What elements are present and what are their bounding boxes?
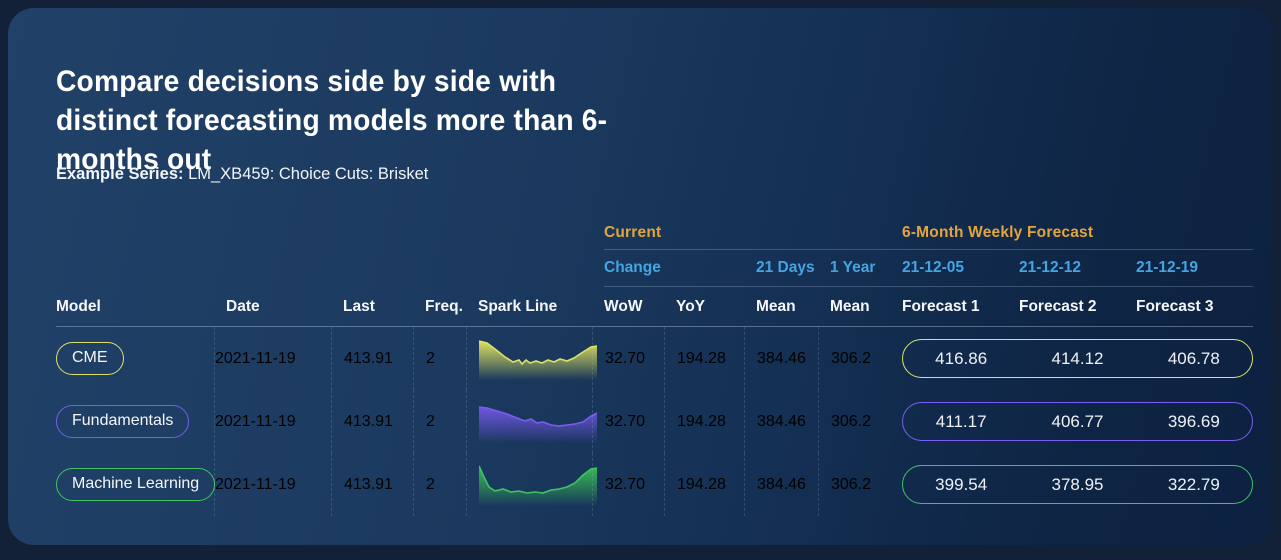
model-cell: Fundamentals: [56, 390, 226, 453]
sub-header-spacer: [56, 250, 604, 287]
group-header-spacer: [56, 216, 604, 250]
sparkline-cell: [466, 453, 604, 516]
forecast-1-value: 399.54: [935, 474, 988, 494]
sparkline-cell: [466, 390, 604, 453]
col-header-mean-1y: Mean: [830, 287, 902, 327]
sub-header-date-1: 21-12-05: [902, 250, 1019, 287]
forecast-pill: 411.17 406.77 396.69: [902, 402, 1253, 441]
wow-cell: 32.70: [592, 390, 676, 453]
col-header-spark-line: Spark Line: [478, 287, 604, 327]
forecast-3-value: 322.79: [1167, 474, 1220, 494]
sub-header-date-3: 21-12-19: [1136, 250, 1253, 287]
sparkline-chart: [478, 401, 598, 443]
freq-cell: 2: [413, 453, 478, 516]
forecast-1-value: 416.86: [935, 348, 988, 368]
mean-1y-cell: 306.2: [818, 327, 902, 390]
col-header-forecast-1: Forecast 1: [902, 287, 1019, 327]
col-header-mean-21d: Mean: [756, 287, 830, 327]
col-header-wow: WoW: [604, 287, 676, 327]
col-header-yoy: YoY: [676, 287, 756, 327]
example-series-label: Example Series:: [56, 165, 184, 183]
freq-cell: 2: [413, 327, 478, 390]
col-header-last: Last: [343, 287, 425, 327]
mean-21d-cell: 384.46: [744, 327, 830, 390]
mean-21d-cell: 384.46: [744, 453, 830, 516]
yoy-cell: 194.28: [664, 390, 756, 453]
sparkline-chart: [478, 338, 598, 380]
col-header-freq: Freq.: [425, 287, 478, 327]
col-header-forecast-3: Forecast 3: [1136, 287, 1253, 327]
yoy-cell: 194.28: [664, 453, 756, 516]
forecast-pill: 416.86 414.12 406.78: [902, 339, 1253, 378]
example-series-value: LM_XB459: Choice Cuts: Brisket: [183, 165, 429, 183]
wow-cell: 32.70: [592, 453, 676, 516]
model-pill[interactable]: CME: [56, 342, 124, 375]
date-cell: 2021-11-19: [214, 453, 343, 516]
forecast-1-value: 411.17: [935, 411, 987, 431]
mean-1y-cell: 306.2: [818, 390, 902, 453]
model-pill[interactable]: Fundamentals: [56, 405, 190, 438]
comparison-card: Compare decisions side by side with dist…: [8, 8, 1272, 545]
model-cell: Machine Learning: [56, 453, 226, 516]
last-cell: 413.91: [331, 327, 425, 390]
sub-header-change: Change: [604, 250, 756, 287]
forecast-2-value: 414.12: [1051, 348, 1104, 368]
model-cell: CME: [56, 327, 226, 390]
sub-header-1-year: 1 Year: [830, 250, 902, 287]
forecast-2-value: 378.95: [1051, 474, 1104, 494]
freq-cell: 2: [413, 390, 478, 453]
sparkline-chart: [478, 464, 598, 506]
model-pill[interactable]: Machine Learning: [56, 468, 216, 501]
forecast-3-value: 406.78: [1167, 348, 1220, 368]
forecast-2-value: 406.77: [1051, 411, 1104, 431]
wow-cell: 32.70: [592, 327, 676, 390]
sub-header-date-2: 21-12-12: [1019, 250, 1136, 287]
sub-header-21-days: 21 Days: [756, 250, 830, 287]
sparkline-cell: [466, 327, 604, 390]
col-header-date: Date: [226, 287, 343, 327]
example-series: Example Series: LM_XB459: Choice Cuts: B…: [56, 165, 428, 184]
forecast-3-value: 396.69: [1167, 411, 1220, 431]
group-header-current: Current: [604, 216, 902, 250]
group-header-forecast: 6-Month Weekly Forecast: [902, 216, 1253, 250]
forecast-pill: 399.54 378.95 322.79: [902, 465, 1253, 504]
col-header-model: Model: [56, 287, 226, 327]
date-cell: 2021-11-19: [214, 327, 343, 390]
last-cell: 413.91: [331, 453, 425, 516]
yoy-cell: 194.28: [664, 327, 756, 390]
page-title: Compare decisions side by side with dist…: [56, 65, 608, 176]
col-header-forecast-2: Forecast 2: [1019, 287, 1136, 327]
date-cell: 2021-11-19: [214, 390, 343, 453]
mean-1y-cell: 306.2: [818, 453, 902, 516]
comparison-table: Current 6-Month Weekly Forecast Change 2…: [56, 216, 1253, 516]
mean-21d-cell: 384.46: [744, 390, 830, 453]
last-cell: 413.91: [331, 390, 425, 453]
